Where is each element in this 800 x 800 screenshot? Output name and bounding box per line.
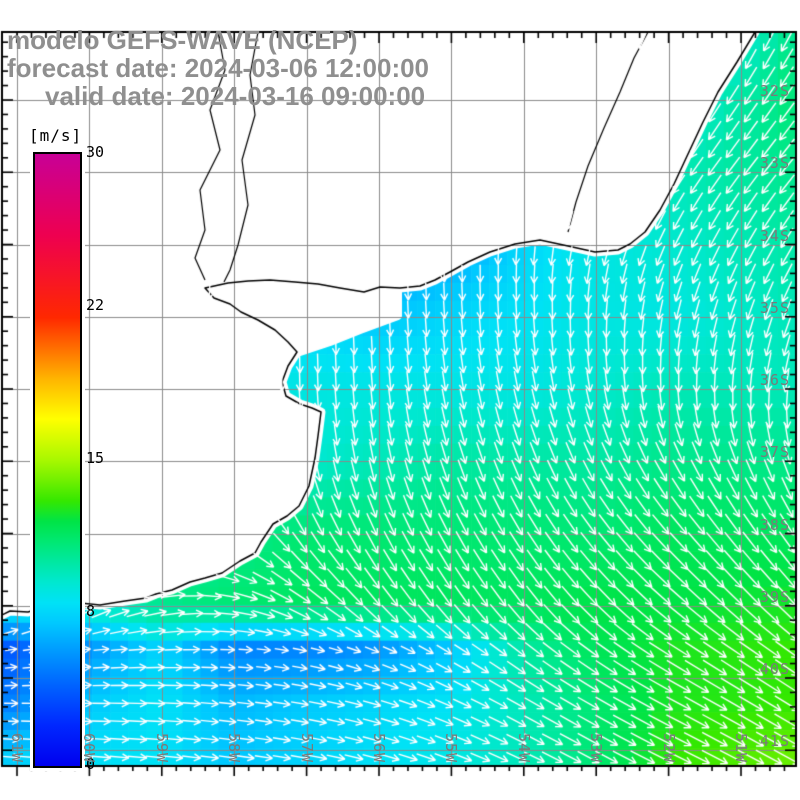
lon-label: 57W <box>297 733 316 764</box>
colorbar-tick-label: 30 <box>86 143 105 161</box>
lat-label: 38S <box>759 515 790 534</box>
lon-label: 52W <box>659 733 678 764</box>
lon-label: 51W <box>732 733 750 764</box>
colorbar-tick-label: 22 <box>86 296 105 314</box>
forecast-date-line: forecast date: 2024-03-06 12:00:00 <box>7 53 430 83</box>
lat-label: 41S <box>759 732 790 751</box>
lon-label: 56W <box>370 733 388 764</box>
lon-label: 61W <box>8 733 26 764</box>
lon-label: 60W <box>80 733 99 764</box>
lat-label: 36S <box>759 371 790 389</box>
title-block: modelo GEFS-WAVE (NCEP) forecast date: 2… <box>7 26 429 110</box>
lon-label: 58W <box>225 733 244 764</box>
lon-label: 59W <box>152 733 171 764</box>
colorbar-tick-label: 0 <box>86 755 96 773</box>
lat-label: 39S <box>759 587 790 606</box>
lat-label: 33S <box>759 154 790 173</box>
model-title: modelo GEFS-WAVE (NCEP) <box>7 25 358 55</box>
lat-label: 32S <box>759 82 790 100</box>
colorbar-unit-label: [m/s] <box>29 126 83 145</box>
lat-label: 37S <box>759 443 790 462</box>
lon-label: 55W <box>442 733 461 764</box>
lat-label: 35S <box>759 298 790 317</box>
lat-label: 34S <box>759 226 790 245</box>
lat-label: 40S <box>759 660 790 678</box>
colorbar-tick-label: 15 <box>86 449 105 467</box>
colorbar <box>33 152 82 768</box>
lon-label: 53W <box>587 733 606 764</box>
lon-label: 54W <box>514 733 533 764</box>
valid-date-line: valid date: 2024-03-16 09:00:00 <box>45 81 426 111</box>
colorbar-tick-label: 8 <box>86 602 96 620</box>
